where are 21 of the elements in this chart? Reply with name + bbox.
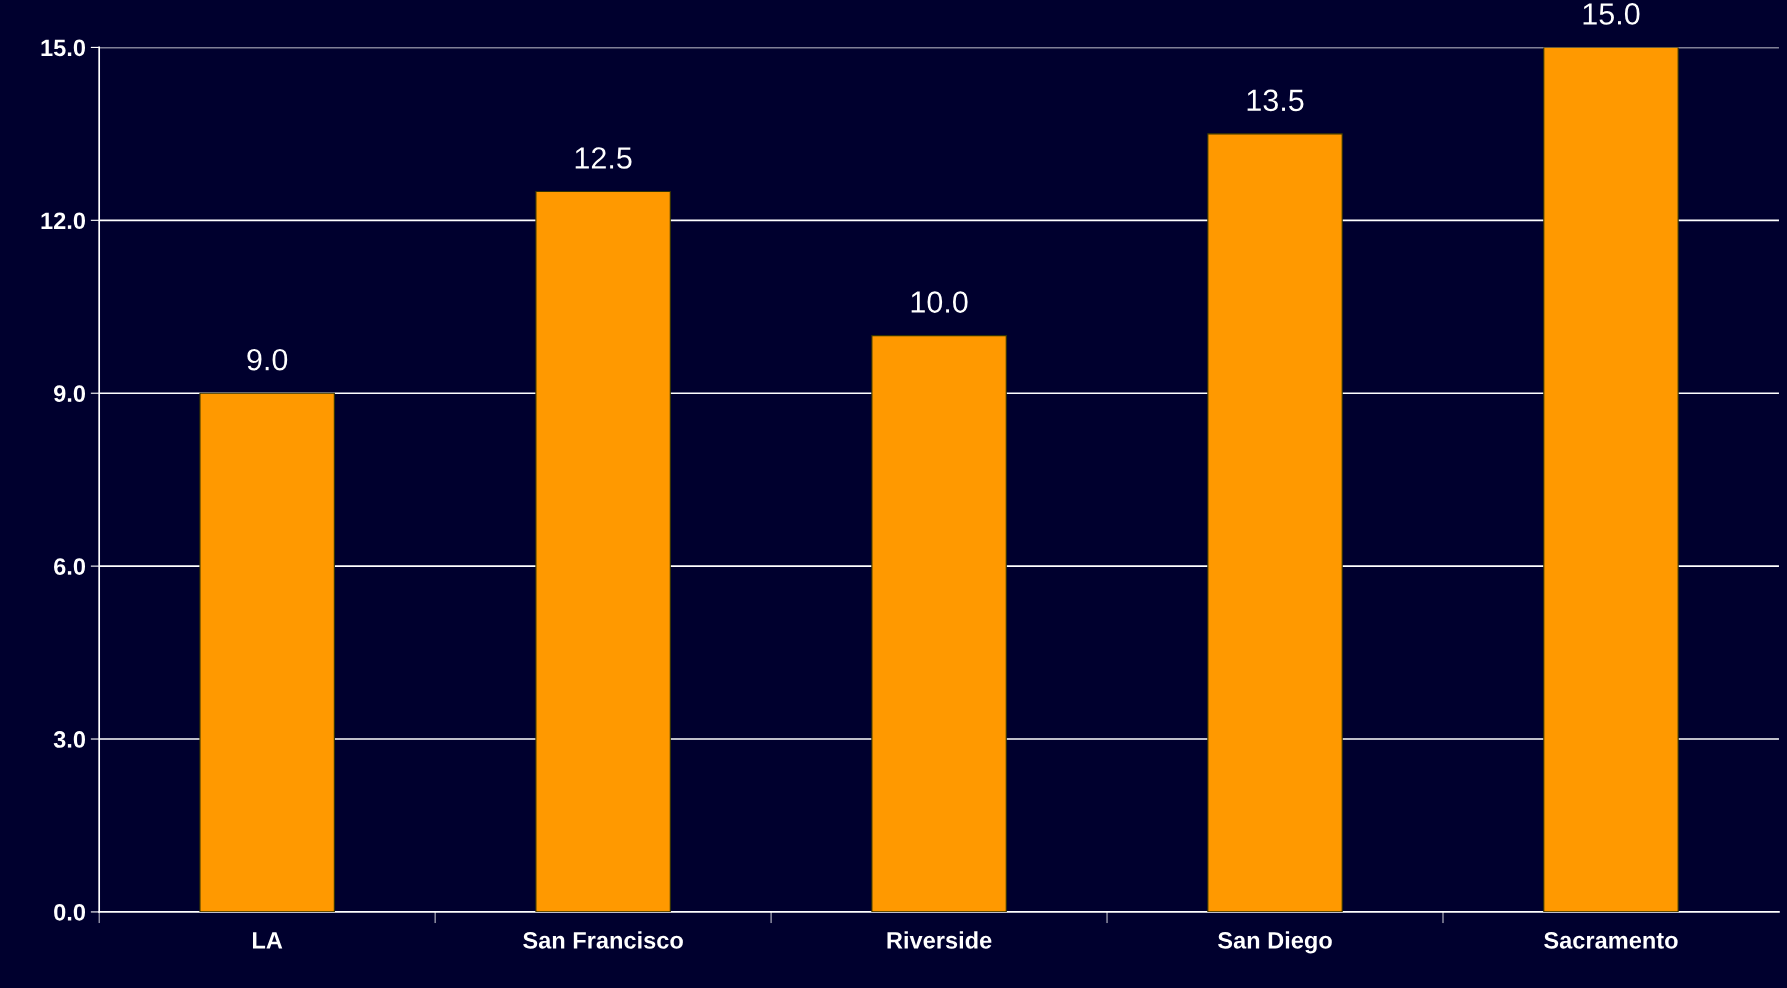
data-label: 10.0 [911, 291, 968, 313]
bar [535, 190, 671, 912]
x-tick-label: Riverside [887, 931, 992, 949]
data-label: 13.5 [1247, 89, 1304, 112]
bar [1543, 47, 1679, 912]
x-tick-label: Sacramento [1544, 931, 1678, 949]
data-label: 9.0 [247, 348, 288, 371]
data-label: 12.5 [575, 147, 632, 169]
x-tick-label: LA [253, 932, 283, 949]
data-label: 15.0 [1583, 3, 1640, 25]
y-tick-label: 3.0 [53, 731, 86, 748]
y-tick-label: 12.0 [41, 212, 86, 230]
bar [199, 392, 335, 912]
y-tick-label: 0.0 [54, 903, 86, 921]
y-tick-label: 9.0 [53, 385, 86, 403]
x-tick-label: San Diego [1217, 931, 1332, 954]
y-tick-label: 15.0 [41, 39, 86, 57]
x-tick-label: San Francisco [523, 931, 683, 949]
bar [1207, 133, 1343, 912]
bar [871, 335, 1007, 912]
y-tick-label: 6.0 [54, 558, 86, 575]
